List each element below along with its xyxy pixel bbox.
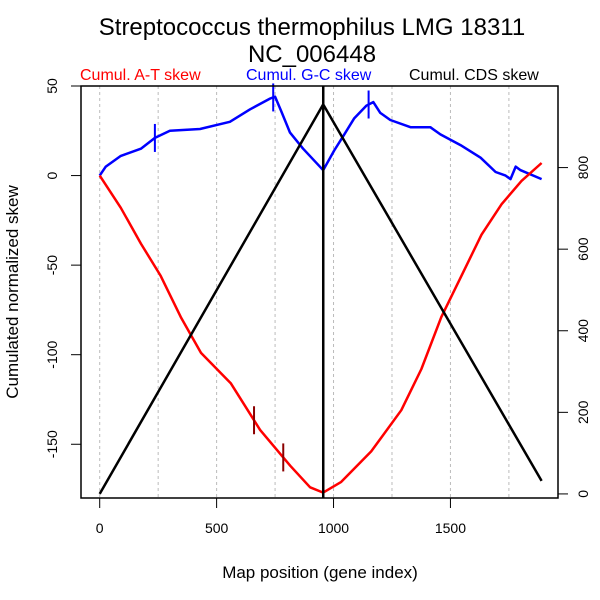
x-tick-label: 1500 bbox=[435, 520, 466, 536]
y-tick-label: -150 bbox=[44, 430, 60, 458]
series-line-cumul-g-c-skew bbox=[98, 95, 543, 181]
y-tick-label: -100 bbox=[44, 340, 60, 368]
series-line-cumul-a-t-skew bbox=[98, 162, 543, 494]
y2-tick-label: 800 bbox=[575, 156, 591, 180]
legend-cds-skew: Cumul. CDS skew bbox=[409, 67, 539, 84]
y-tick-label: 50 bbox=[44, 78, 60, 94]
y-tick-label: 0 bbox=[44, 171, 60, 179]
y-axis-label: Cumulated normalized skew bbox=[3, 185, 22, 399]
legend-at-skew: Cumul. A-T skew bbox=[80, 67, 201, 84]
plot-frame bbox=[80, 85, 559, 499]
y2-tick-label: 400 bbox=[575, 319, 591, 343]
series-group bbox=[98, 83, 543, 498]
y2-tick-label: 200 bbox=[575, 400, 591, 424]
y2-tick-label: 600 bbox=[575, 237, 591, 261]
legend-gc-skew: Cumul. G-C skew bbox=[246, 67, 372, 84]
series-line-cumul-cds-skew bbox=[98, 103, 543, 495]
chart-title: Streptococcus thermophilus LMG 18311 bbox=[99, 14, 525, 41]
y2-tick-label: 0 bbox=[575, 490, 591, 498]
chart-subtitle: NC_006448 bbox=[248, 41, 376, 68]
x-tick-label: 0 bbox=[96, 520, 104, 536]
x-tick-label: 500 bbox=[205, 520, 229, 536]
x-axis-label: Map position (gene index) bbox=[222, 563, 418, 582]
x-tick-label: 1000 bbox=[318, 520, 349, 536]
y-tick-label: -50 bbox=[44, 255, 60, 275]
grid-lines bbox=[99, 86, 510, 498]
